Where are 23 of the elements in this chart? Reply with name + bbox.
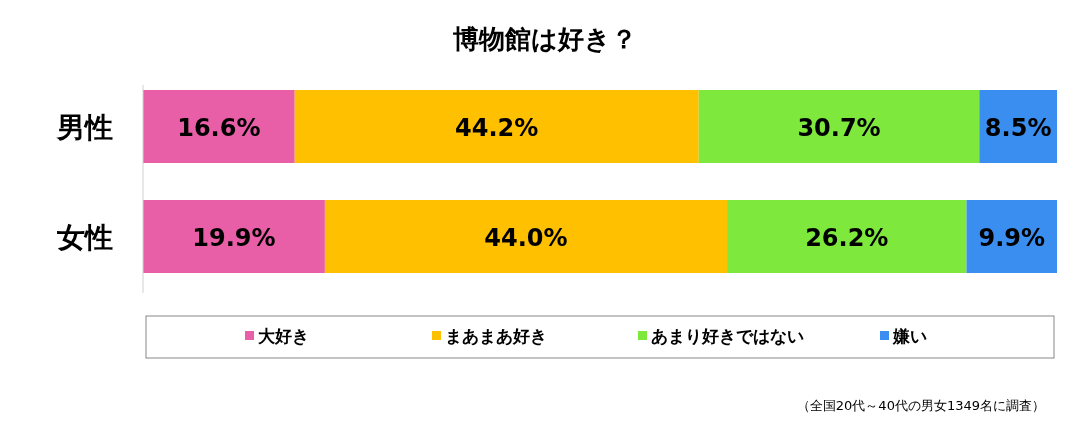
y-tick-label: 男性 (56, 110, 113, 144)
data-label: 44.0% (484, 223, 568, 252)
y-tick-label: 女性 (56, 220, 113, 254)
data-label: 8.5% (984, 113, 1052, 142)
data-label: 44.2% (455, 113, 539, 142)
bar (143, 200, 325, 273)
bar (966, 200, 1057, 273)
data-label: 26.2% (805, 223, 889, 252)
legend-label: 嫌い (892, 326, 927, 346)
data-label: 16.6% (177, 113, 261, 142)
bar (143, 90, 295, 163)
data-label: 19.9% (192, 223, 276, 252)
legend-label: まあまあ好き (445, 326, 547, 346)
legend-label: あまり好きではない (651, 326, 804, 346)
text: （全国20代～40代の男女1349名に調査） (796, 398, 1045, 413)
bar (324, 200, 728, 273)
data-label: 30.7% (797, 113, 881, 142)
chart-title: 博物館は好き？ (452, 24, 637, 54)
bar (727, 200, 967, 273)
legend-label: 大好き (258, 326, 309, 346)
bar (698, 90, 980, 163)
data-label: 9.9% (978, 223, 1046, 252)
bar (294, 90, 699, 163)
